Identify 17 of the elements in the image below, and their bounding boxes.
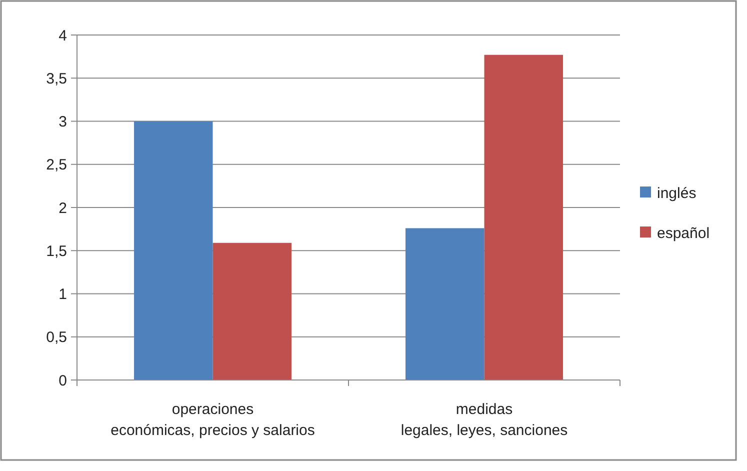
bar <box>134 121 213 380</box>
y-tick-label: 0 <box>58 372 67 390</box>
bar <box>406 228 484 380</box>
y-tick-label: 1,5 <box>46 242 67 260</box>
x-tick-label: medidas legales, leyes, sanciones <box>400 401 568 439</box>
y-tick-label: 3 <box>58 114 67 130</box>
legend-label: inglés <box>657 184 696 202</box>
y-tick-label: 0,5 <box>46 329 67 346</box>
x-tick-label: operaciones económicas, precios y salarios <box>110 401 315 439</box>
y-tick-label: 1 <box>58 286 67 303</box>
bar <box>212 242 292 380</box>
y-tick-label: 4 <box>58 27 67 44</box>
y-tick-label: 3,5 <box>46 70 67 88</box>
legend-label: español <box>657 224 710 242</box>
y-tick-label: 2 <box>58 200 67 217</box>
y-tick-label: 2,5 <box>46 156 67 174</box>
bar <box>484 54 563 380</box>
